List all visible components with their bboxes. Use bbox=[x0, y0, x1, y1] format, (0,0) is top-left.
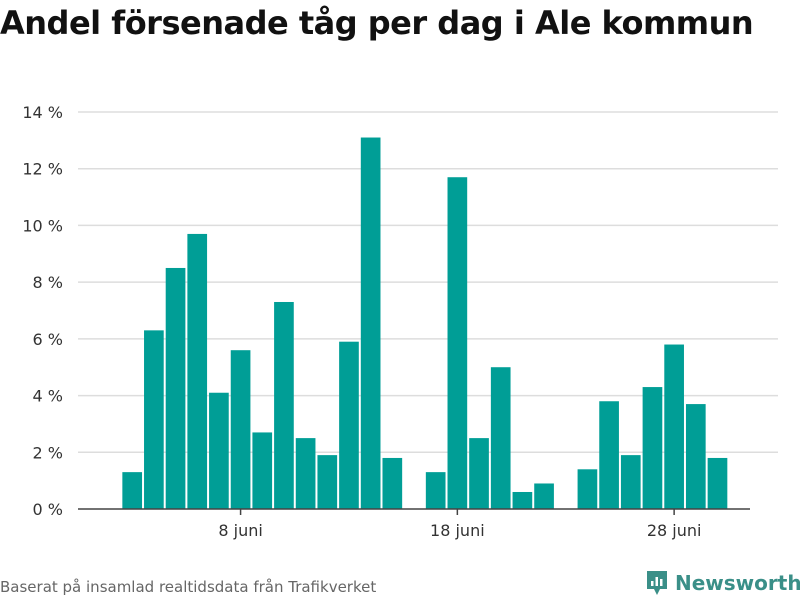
bar bbox=[252, 432, 273, 509]
bar bbox=[122, 472, 143, 509]
y-tick-label: 8 % bbox=[33, 273, 63, 292]
bar bbox=[599, 401, 619, 509]
source-note: Baserat på insamlad realtidsdata från Tr… bbox=[0, 578, 377, 596]
brand-logo[interactable]: Newsworthy bbox=[645, 569, 800, 597]
y-tick-label: 12 % bbox=[22, 160, 63, 179]
bar bbox=[230, 350, 251, 509]
bar bbox=[209, 392, 229, 509]
bar bbox=[577, 469, 598, 509]
bar bbox=[620, 455, 641, 509]
x-tick-label: 18 juni bbox=[430, 521, 485, 540]
bar bbox=[339, 341, 359, 509]
bar bbox=[664, 344, 684, 509]
brand-name: Newsworthy bbox=[675, 571, 800, 595]
y-tick-label: 0 % bbox=[33, 500, 63, 519]
bar bbox=[447, 177, 468, 509]
bar bbox=[274, 301, 294, 509]
x-tick-label: 28 juni bbox=[647, 521, 702, 540]
bar bbox=[165, 267, 186, 509]
bar bbox=[534, 483, 554, 509]
y-tick-label: 2 % bbox=[33, 443, 63, 462]
y-tick-label: 14 % bbox=[22, 103, 63, 122]
bar bbox=[360, 137, 381, 509]
x-tick-label: 8 juni bbox=[218, 521, 262, 540]
bar bbox=[642, 387, 663, 509]
bar bbox=[317, 455, 338, 509]
y-tick-label: 10 % bbox=[22, 216, 63, 235]
y-tick-label: 4 % bbox=[33, 387, 63, 406]
bar bbox=[707, 457, 728, 509]
y-tick-label: 6 % bbox=[33, 330, 63, 349]
chart-title: Andel försenade tåg per dag i Ale kommun bbox=[0, 4, 754, 42]
bar bbox=[295, 438, 316, 509]
bar bbox=[144, 330, 164, 509]
newsworthy-logo-icon bbox=[647, 571, 667, 595]
bar bbox=[187, 233, 208, 509]
bar bbox=[382, 457, 403, 509]
bar bbox=[685, 404, 706, 509]
bar bbox=[490, 367, 511, 509]
bar bbox=[425, 472, 446, 509]
bar bbox=[469, 438, 489, 509]
bar bbox=[512, 491, 533, 509]
